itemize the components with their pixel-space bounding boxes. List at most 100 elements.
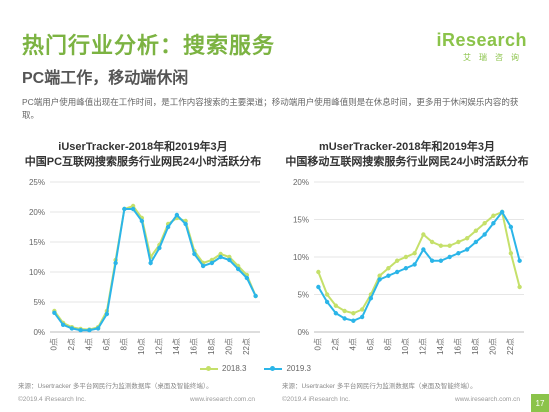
y-tick-label: 10%	[293, 253, 309, 262]
data-point-2019	[192, 251, 197, 257]
data-point-2018	[403, 254, 409, 260]
data-point-2018	[473, 228, 479, 233]
y-tick-label: 25%	[29, 178, 45, 187]
legend-swatch-2019	[264, 365, 283, 371]
left-chart-title-line2: 中国PC互联网搜索服务行业网民24小时活跃分布	[24, 156, 262, 168]
data-point-2019	[122, 206, 127, 212]
footer-copyright-left: ©2019.4 iResearch Inc.	[18, 396, 87, 403]
data-point-2019	[235, 266, 241, 272]
data-point-2019	[104, 311, 110, 317]
x-tick-label: 4点	[84, 338, 93, 350]
x-tick-label: 2点	[331, 338, 340, 350]
footer-url-left: www.iresearch.com.cn	[190, 396, 256, 403]
data-point-2019	[52, 310, 57, 315]
x-tick-label: 8点	[119, 338, 128, 350]
data-point-2019	[183, 221, 188, 227]
data-point-2018	[386, 266, 391, 271]
legend-label-2018: 2018.3	[222, 364, 247, 373]
footer-url-right: www.iresearch.com.cn	[455, 396, 521, 403]
data-point-2019	[421, 247, 426, 252]
right-chart-title-line2: 中国移动互联网搜索服务行业网民24小时活跃分布	[285, 156, 529, 168]
data-point-2019	[324, 299, 330, 305]
data-point-2019	[87, 328, 92, 333]
data-point-2019	[394, 269, 400, 275]
source-note-left: 来源：Usertracker 多平台网民行为监测数据库（桌面及智能终端）。	[18, 383, 213, 390]
data-point-2018	[464, 236, 470, 241]
data-point-2018	[517, 284, 522, 290]
legend-label-2019: 2019.3	[286, 364, 311, 373]
x-tick-label: 2点	[67, 338, 76, 350]
x-tick-label: 4点	[348, 338, 357, 350]
data-point-2019	[403, 266, 409, 271]
x-tick-label: 0点	[313, 338, 322, 350]
data-point-2018	[324, 292, 330, 297]
data-point-2019	[148, 260, 153, 266]
series-line-2019	[317, 210, 521, 322]
x-tick-label: 8点	[383, 338, 392, 350]
x-tick-label: 0点	[49, 338, 58, 350]
data-point-2019	[244, 275, 250, 281]
left-chart-title: iUserTracker-2018年和2019年3月 中国PC互联网搜索服务行业…	[18, 140, 268, 170]
data-point-2019	[517, 258, 522, 263]
right-chart-title-line1: mUserTracker-2018年和2019年3月	[318, 141, 496, 153]
data-point-2019	[130, 206, 136, 212]
y-tick-label: 20%	[29, 208, 45, 217]
data-point-2019	[359, 314, 365, 320]
mobile-activity-chart: 0% 5% 10% 15% 20% 0点 2点 4点 6点 8点 10点 12点 14点 16点 18点 20…	[293, 178, 524, 355]
data-point-2019	[227, 257, 232, 263]
data-point-2018	[394, 258, 400, 263]
data-point-2018	[359, 307, 365, 312]
data-point-2019	[491, 221, 496, 226]
footer-copyright-right: ©2019.4 iResearch Inc.	[282, 396, 351, 403]
data-point-2019	[456, 251, 461, 256]
x-tick-label: 6点	[102, 338, 111, 350]
data-point-2019	[351, 318, 356, 323]
data-point-2019	[499, 209, 505, 215]
data-point-2018	[491, 213, 496, 218]
data-point-2018	[429, 239, 435, 245]
x-tick-label: 16点	[453, 338, 462, 355]
right-chart-title: mUserTracker-2018年和2019年3月 中国移动互联网搜索服务行业…	[282, 140, 532, 170]
data-point-2019	[377, 277, 382, 282]
data-point-2019	[447, 254, 452, 260]
x-tick-label: 10点	[401, 338, 410, 355]
y-tick-label: 0%	[33, 328, 45, 337]
data-point-2019	[157, 245, 162, 251]
x-tick-label: 18点	[471, 338, 480, 355]
data-point-2019	[412, 262, 417, 267]
data-point-2019	[342, 316, 347, 321]
data-point-2019	[113, 260, 118, 266]
data-point-2018	[447, 243, 452, 248]
data-point-2019	[165, 224, 171, 230]
data-point-2019	[473, 239, 479, 245]
x-tick-label: 14点	[436, 338, 445, 355]
data-point-2018	[456, 239, 461, 245]
data-point-2019	[209, 260, 215, 266]
x-tick-label: 18点	[207, 338, 216, 355]
data-point-2019	[333, 311, 339, 316]
x-tick-label: 22点	[506, 338, 515, 355]
logo-subtext: 艾瑞咨询	[463, 53, 527, 62]
chart-legend: 2018.3 2019.3	[200, 364, 311, 373]
y-tick-label: 5%	[33, 298, 45, 307]
data-point-2019	[482, 232, 487, 237]
x-tick-label: 14点	[172, 338, 181, 355]
data-point-2019	[200, 263, 206, 269]
data-point-2018	[316, 269, 321, 275]
x-tick-label: 10点	[137, 338, 146, 355]
pc-activity-chart: 0% 5% 10% 15% 20% 25% 0点 2点 4点 6点 8点 10点 12点 14点 16点 18…	[29, 178, 260, 355]
data-point-2019	[508, 224, 514, 230]
data-point-2019	[316, 284, 321, 290]
x-tick-label: 6点	[366, 338, 375, 350]
data-point-2018	[333, 303, 339, 308]
legend-item-2019: 2019.3	[264, 364, 311, 373]
data-point-2018	[482, 221, 487, 226]
data-point-2018	[438, 243, 444, 248]
data-point-2019	[139, 218, 145, 224]
description-text: PC端用户使用峰值出现在工作时间，是工作内容搜索的主要渠道；移动端用户使用峰值则…	[22, 97, 519, 120]
x-tick-label: 22点	[242, 338, 251, 355]
legend-item-2018: 2018.3	[200, 364, 246, 373]
data-point-2019	[69, 326, 75, 331]
data-point-2018	[351, 311, 356, 316]
data-point-2018	[377, 273, 382, 278]
